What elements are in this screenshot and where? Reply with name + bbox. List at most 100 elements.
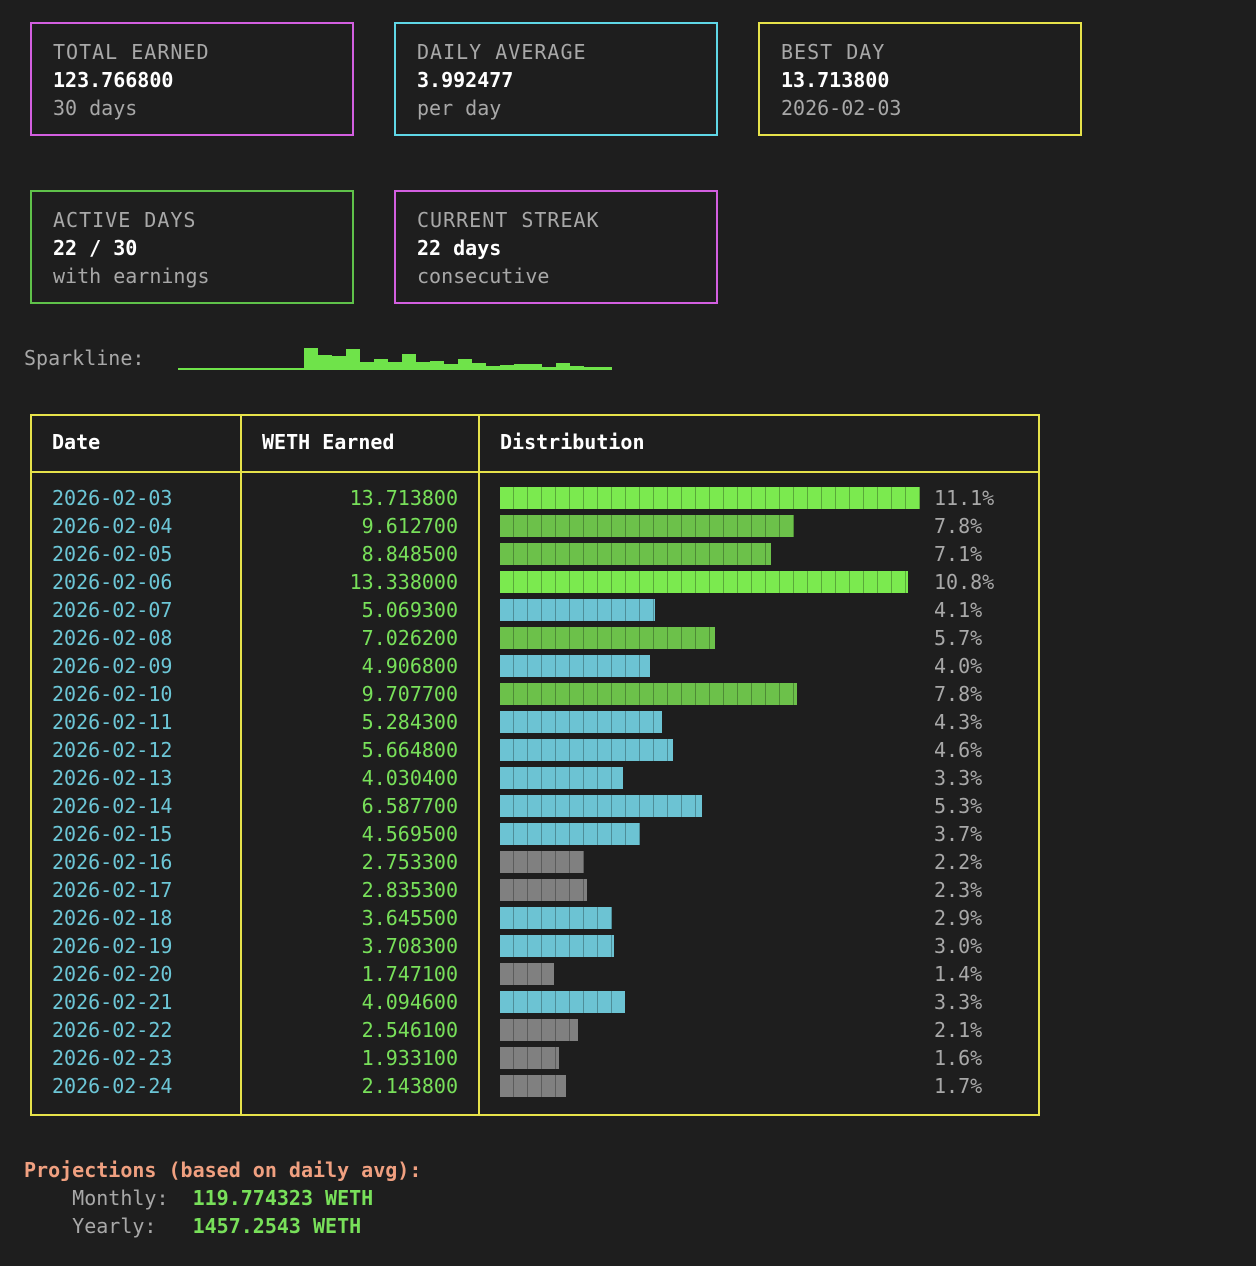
row-percent: 4.6%	[934, 738, 983, 762]
card-daily-average: DAILY AVERAGE 3.992477 per day	[394, 22, 718, 136]
row-date: 2026-02-18	[52, 906, 173, 930]
row-date: 2026-02-23	[52, 1046, 173, 1070]
sparkline-bar	[346, 349, 360, 370]
card-best-day: BEST DAY 13.713800 2026-02-03	[758, 22, 1082, 136]
row-amount: 5.664800	[361, 738, 458, 762]
row-amount: 3.645500	[361, 906, 458, 930]
row-amount: 9.612700	[361, 514, 458, 538]
row-date: 2026-02-10	[52, 682, 173, 706]
row-amount: 4.094600	[361, 990, 458, 1014]
card-current-streak: CURRENT STREAK 22 days consecutive	[394, 190, 718, 304]
row-amount: 6.587700	[361, 794, 458, 818]
card-value: 123.766800	[53, 68, 174, 92]
table-row: 2026-02-09 4.906800 4.0%	[32, 652, 1038, 680]
row-percent: 3.3%	[934, 990, 983, 1014]
sparkline-bar	[486, 366, 500, 370]
sparkline-bar	[178, 368, 192, 370]
row-percent: 7.8%	[934, 682, 983, 706]
row-amount: 4.906800	[361, 654, 458, 678]
row-percent: 1.4%	[934, 962, 983, 986]
row-date: 2026-02-03	[52, 486, 173, 510]
row-percent: 4.0%	[934, 654, 983, 678]
table-row: 2026-02-19 3.708300 3.0%	[32, 932, 1038, 960]
row-amount: 2.753300	[361, 850, 458, 874]
column-divider	[478, 416, 480, 1114]
row-date: 2026-02-12	[52, 738, 173, 762]
row-percent: 2.9%	[934, 906, 983, 930]
row-distribution-bar	[500, 823, 640, 845]
projection-monthly: Monthly: 119.774323 WETH	[24, 1184, 421, 1212]
projection-yearly: Yearly: 1457.2543 WETH	[24, 1212, 421, 1240]
row-amount: 4.569500	[361, 822, 458, 846]
row-distribution-bar	[500, 711, 662, 733]
sparkline-bar	[192, 368, 206, 370]
card-subtitle: 30 days	[53, 96, 138, 120]
table-row: 2026-02-05 8.848500 7.1%	[32, 540, 1038, 568]
sparkline-bar	[290, 368, 304, 370]
sparkline-bar	[416, 362, 430, 370]
row-amount: 2.835300	[361, 878, 458, 902]
row-percent: 2.2%	[934, 850, 983, 874]
row-percent: 4.1%	[934, 598, 983, 622]
table-row: 2026-02-17 2.835300 2.3%	[32, 876, 1038, 904]
sparkline-bar	[234, 368, 248, 370]
projection-yearly-value: 1457.2543 WETH	[192, 1214, 362, 1238]
sparkline-bar	[542, 367, 556, 370]
row-amount: 3.708300	[361, 934, 458, 958]
sparkline-bar	[304, 348, 318, 370]
row-distribution-bar	[500, 991, 625, 1013]
table-row: 2026-02-18 3.645500 2.9%	[32, 904, 1038, 932]
projection-monthly-label: Monthly:	[72, 1186, 169, 1210]
row-date: 2026-02-20	[52, 962, 173, 986]
row-amount: 2.143800	[361, 1074, 458, 1098]
row-date: 2026-02-14	[52, 794, 173, 818]
table-row: 2026-02-03 13.713800 11.1%	[32, 484, 1038, 512]
row-distribution-bar	[500, 739, 673, 761]
row-distribution-bar	[500, 487, 920, 509]
sparkline-chart	[178, 348, 612, 370]
sparkline-bar	[584, 367, 598, 370]
column-header-date: Date	[52, 430, 101, 454]
card-subtitle: with earnings	[53, 264, 210, 288]
row-date: 2026-02-16	[52, 850, 173, 874]
table-row: 2026-02-10 9.707700 7.8%	[32, 680, 1038, 708]
row-amount: 1.747100	[361, 962, 458, 986]
sparkline-bar	[360, 362, 374, 370]
row-percent: 2.1%	[934, 1018, 983, 1042]
table-row: 2026-02-14 6.587700 5.3%	[32, 792, 1038, 820]
row-date: 2026-02-09	[52, 654, 173, 678]
row-amount: 7.026200	[361, 626, 458, 650]
sparkline-bar	[444, 364, 458, 370]
sparkline-bar	[514, 364, 528, 370]
card-value: 13.713800	[781, 68, 890, 92]
sparkline-bar	[332, 356, 346, 370]
row-distribution-bar	[500, 543, 771, 565]
sparkline-bar	[206, 368, 220, 370]
projection-yearly-label: Yearly:	[72, 1214, 157, 1238]
column-header-weth-earned: WETH Earned	[262, 430, 395, 454]
column-header-distribution: Distribution	[500, 430, 645, 454]
table-row: 2026-02-23 1.933100 1.6%	[32, 1044, 1038, 1072]
table-row: 2026-02-06 13.338000 10.8%	[32, 568, 1038, 596]
sparkline-bar	[430, 361, 444, 370]
table-row: 2026-02-20 1.747100 1.4%	[32, 960, 1038, 988]
row-date: 2026-02-05	[52, 542, 173, 566]
row-distribution-bar	[500, 627, 715, 649]
sparkline-bar	[598, 367, 612, 370]
row-distribution-bar	[500, 963, 554, 985]
sparkline-bar	[472, 363, 486, 370]
table-row: 2026-02-08 7.026200 5.7%	[32, 624, 1038, 652]
table-row: 2026-02-07 5.069300 4.1%	[32, 596, 1038, 624]
table-row: 2026-02-13 4.030400 3.3%	[32, 764, 1038, 792]
projection-monthly-value: 119.774323 WETH	[192, 1186, 374, 1210]
sparkline-bar	[248, 368, 262, 370]
sparkline-bar	[570, 366, 584, 370]
row-date: 2026-02-22	[52, 1018, 173, 1042]
earnings-table: Date WETH Earned Distribution 2026-02-03…	[30, 414, 1040, 1116]
row-distribution-bar	[500, 1019, 578, 1041]
card-value: 22 / 30	[53, 236, 138, 260]
card-subtitle: 2026-02-03	[781, 96, 902, 120]
table-row: 2026-02-21 4.094600 3.3%	[32, 988, 1038, 1016]
column-divider	[240, 416, 242, 1114]
card-total-earned: TOTAL EARNED 123.766800 30 days	[30, 22, 354, 136]
